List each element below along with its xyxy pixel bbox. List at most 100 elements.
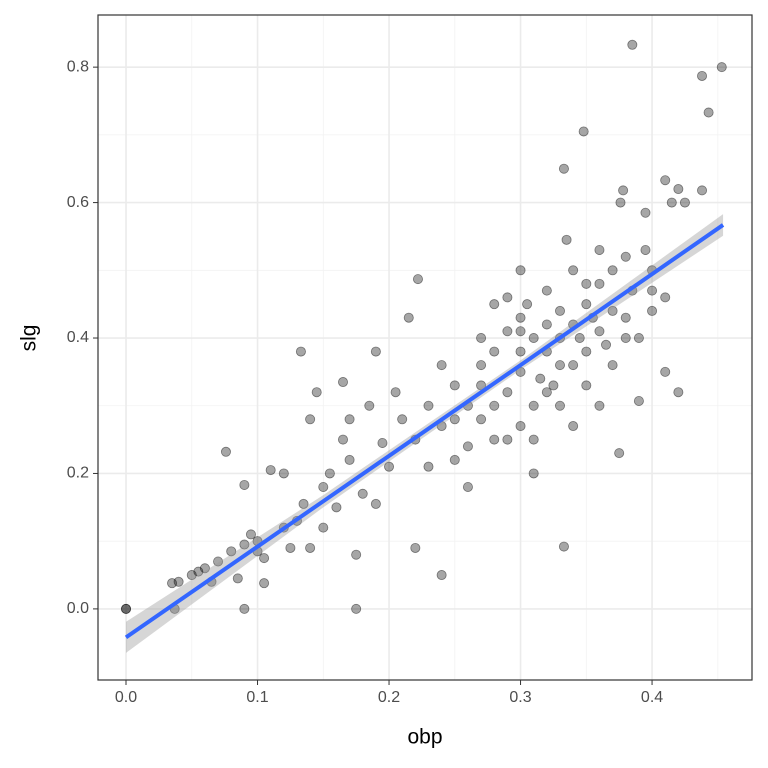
point [295,346,306,357]
point [679,197,690,208]
x-tick-label: 0.3 [509,689,531,706]
point [285,542,296,553]
point [574,333,585,344]
point [449,454,460,465]
y-tick-label: 0.8 [67,58,89,75]
point [561,234,572,245]
point [647,285,658,296]
point [716,62,727,73]
point [554,305,565,316]
point [502,292,513,303]
point [594,400,605,411]
point [522,299,533,310]
point [615,197,626,208]
point [423,461,434,472]
point [239,479,250,490]
point [673,184,684,195]
point [305,542,316,553]
point [338,434,349,445]
point [305,414,316,425]
point [462,482,473,493]
point [528,468,539,479]
point [515,326,526,337]
point [370,498,381,509]
point [351,549,362,560]
point [278,468,289,479]
point [390,387,401,398]
point [633,395,644,406]
point [476,360,487,371]
point [173,576,184,587]
point [581,278,592,289]
point [618,185,629,196]
point [364,400,375,411]
point [245,529,256,540]
y-tick-label: 0.0 [67,600,89,617]
point [640,207,651,218]
point [489,434,500,445]
point [558,541,569,552]
point [410,542,421,553]
point [666,197,677,208]
y-tick-label: 0.4 [67,329,89,346]
point [528,434,539,445]
point [344,454,355,465]
point [226,546,237,557]
point [535,373,546,384]
y-tick-label: 0.2 [67,465,89,482]
point [259,553,270,564]
point [697,185,708,196]
point [338,377,349,388]
point [541,387,552,398]
point [186,570,197,581]
point [344,414,355,425]
point [640,244,651,255]
point [502,434,513,445]
point [311,387,322,398]
point [703,107,714,118]
point [377,437,388,448]
point [660,292,671,303]
point [259,578,270,589]
point [558,163,569,174]
point [515,265,526,276]
point [220,446,231,457]
point [423,400,434,411]
point [620,251,631,262]
x-tick-label: 0.2 [378,689,400,706]
point [594,244,605,255]
point [620,312,631,323]
point [647,305,658,316]
point [620,333,631,344]
point [502,387,513,398]
y-axis-title: slg [18,325,41,352]
point [614,448,625,459]
point [370,346,381,357]
point [462,441,473,452]
y-tick-label: 0.6 [67,194,89,211]
point [581,299,592,310]
point [594,278,605,289]
point [331,502,342,513]
point [476,414,487,425]
point [515,421,526,432]
point [397,414,408,425]
point [660,175,671,186]
point [121,603,132,614]
point [239,539,250,550]
point [541,285,552,296]
point [627,39,638,50]
point [502,326,513,337]
point [633,333,644,344]
point [351,603,362,614]
point [199,563,210,574]
point [568,265,579,276]
point [436,360,447,371]
x-tick-label: 0.4 [641,689,663,706]
point [528,333,539,344]
point [660,366,671,377]
axes: 0.0 0.1 0.2 0.3 0.4 0.0 0.2 0.4 0.6 0.8 [67,58,664,706]
point [581,380,592,391]
point [213,556,224,567]
